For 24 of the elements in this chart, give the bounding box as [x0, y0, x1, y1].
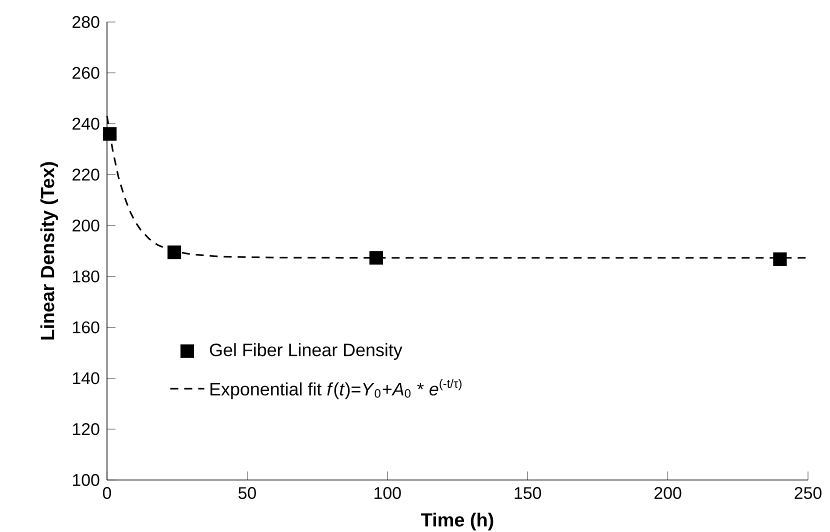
- y-tick-label: 240: [72, 118, 100, 130]
- x-tick-label: 250: [794, 487, 822, 500]
- x-tick-label: 50: [238, 487, 256, 500]
- x-axis-title: Time (h): [421, 512, 494, 530]
- x-tick-label: 100: [374, 487, 401, 500]
- y-tick-label: 200: [72, 220, 100, 232]
- y-axis-title: Linear Density (Tex): [40, 162, 58, 340]
- y-tick-label: 120: [72, 423, 100, 436]
- y-tick-label: 260: [72, 66, 100, 79]
- point: [168, 245, 182, 260]
- text: Exponential fit f(t)=Y$_{0}$+A$_{0}$ *e$^{(-t/τ)}$: [210, 379, 462, 400]
- y-tick-label: 220: [72, 168, 100, 181]
- y-tick-label: 160: [72, 321, 100, 334]
- x-tick-label: 150: [514, 487, 542, 500]
- y-tick-label: 100: [72, 474, 100, 486]
- y-tick-label: 140: [72, 372, 100, 384]
- point: [369, 251, 383, 265]
- y-tick-label: 180: [72, 270, 100, 282]
- y-tick-label: 280: [72, 16, 100, 28]
- point: [773, 252, 787, 266]
- point: [103, 127, 117, 141]
- x-tick-label: 200: [654, 487, 682, 500]
- x-tick-label: 0: [102, 487, 112, 500]
- legend-label: Gel Fiber Linear Density: [210, 343, 402, 360]
